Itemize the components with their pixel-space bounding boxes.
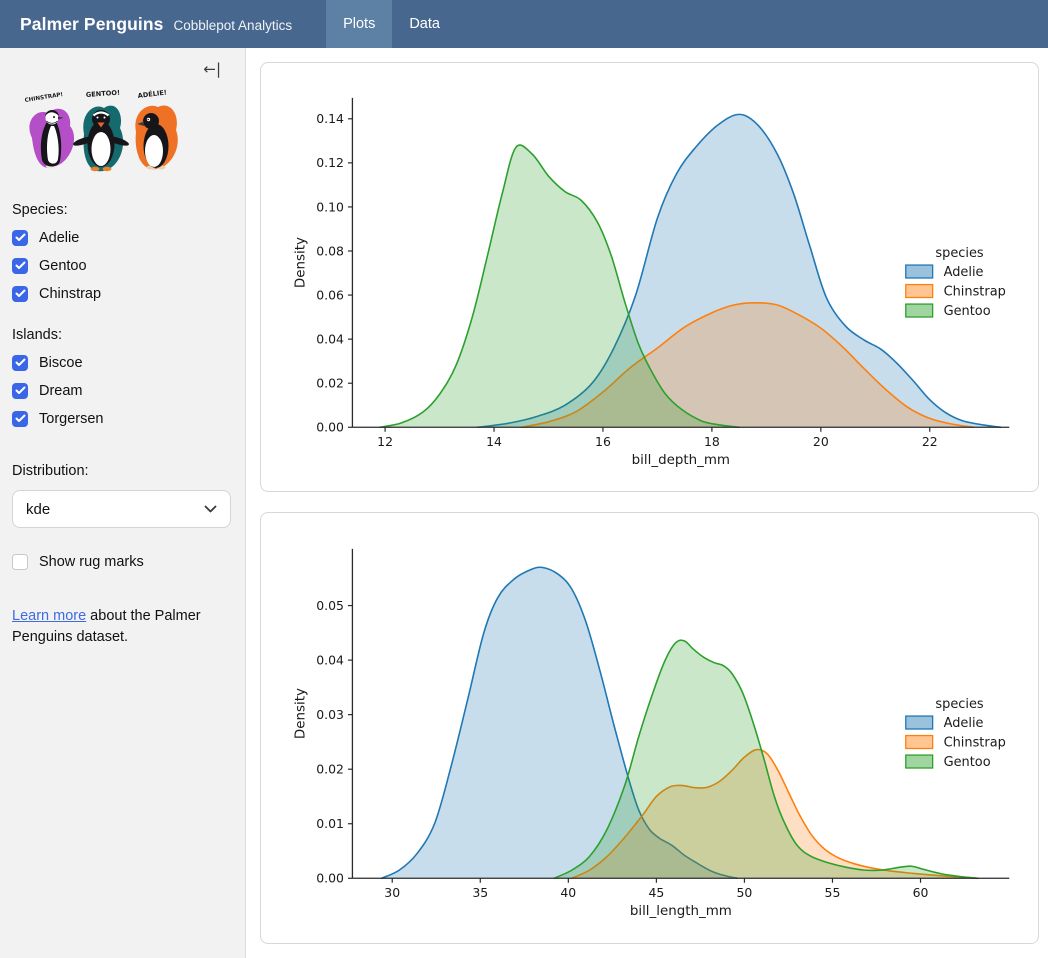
page-layout: ←|	[0, 48, 1048, 958]
checked-checkbox	[12, 383, 28, 399]
checked-checkbox	[12, 230, 28, 246]
svg-text:0.03: 0.03	[316, 707, 344, 722]
svg-text:0.08: 0.08	[316, 243, 344, 258]
brand: Palmer Penguins Cobblepot Analytics	[0, 0, 292, 48]
gentoo-art-label: GENTOO!	[86, 89, 121, 99]
svg-text:bill_depth_mm: bill_depth_mm	[632, 453, 730, 468]
svg-text:18: 18	[704, 434, 720, 449]
svg-text:0.00: 0.00	[316, 420, 344, 435]
checkbox-check-icon	[15, 414, 26, 423]
species-checkbox-adelie[interactable]: Adelie	[12, 229, 231, 246]
svg-text:0.01: 0.01	[316, 816, 344, 831]
collapse-arrow-icon: ←|	[203, 60, 221, 78]
tab-plots[interactable]: Plots	[326, 0, 392, 48]
svg-text:30: 30	[384, 885, 400, 900]
checkbox-label: Gentoo	[39, 258, 87, 274]
svg-text:45: 45	[648, 885, 664, 900]
species-filter-group: Species: Adelie Gentoo Chinstrap	[12, 202, 231, 302]
svg-text:0.04: 0.04	[316, 332, 344, 347]
checkbox-check-icon	[15, 386, 26, 395]
checkbox-check-icon	[15, 233, 26, 242]
species-checkbox-gentoo[interactable]: Gentoo	[12, 257, 231, 274]
species-filter-label: Species:	[12, 202, 231, 218]
svg-text:Adelie: Adelie	[944, 716, 984, 731]
main-content: 0.00 0.02 0.04 0.06 0.08 0.10 0.12 0.14 12 14 16 18…	[246, 48, 1048, 958]
app-subtitle: Cobblepot Analytics	[174, 16, 293, 33]
distribution-group: Distribution: kde	[12, 463, 231, 528]
svg-text:0.00: 0.00	[316, 871, 344, 886]
checkbox-label: Dream	[39, 383, 83, 399]
svg-text:40: 40	[560, 885, 576, 900]
island-checkbox-torgersen[interactable]: Torgersen	[12, 410, 231, 427]
species-checkbox-chinstrap[interactable]: Chinstrap	[12, 285, 231, 302]
gentoo-penguin-drawing	[72, 110, 130, 171]
svg-text:0.06: 0.06	[316, 287, 344, 302]
svg-text:0.14: 0.14	[316, 111, 344, 126]
checkbox-label: Biscoe	[39, 355, 83, 371]
svg-text:60: 60	[913, 885, 929, 900]
svg-text:Gentoo: Gentoo	[944, 755, 991, 770]
bill-depth-chart-card: 0.00 0.02 0.04 0.06 0.08 0.10 0.12 0.14 12 14 16 18…	[260, 62, 1039, 492]
svg-text:Density: Density	[294, 237, 309, 288]
checked-checkbox	[12, 258, 28, 274]
sidebar: ←|	[0, 48, 246, 958]
learn-more-link[interactable]: Learn more	[12, 608, 86, 624]
svg-text:Chinstrap: Chinstrap	[944, 736, 1006, 751]
svg-text:12: 12	[377, 434, 393, 449]
nav-tabs: Plots Data	[326, 0, 457, 48]
checkbox-check-icon	[15, 289, 26, 298]
distribution-select-value: kde	[26, 501, 50, 518]
svg-text:Gentoo: Gentoo	[944, 304, 991, 319]
svg-text:bill_length_mm: bill_length_mm	[630, 904, 732, 919]
svg-text:0.05: 0.05	[316, 598, 344, 613]
svg-text:Density: Density	[294, 688, 309, 739]
checked-checkbox	[12, 355, 28, 371]
island-filter-label: Islands:	[12, 327, 231, 343]
sidebar-collapse-button[interactable]: ←|	[201, 60, 223, 79]
navbar: Palmer Penguins Cobblepot Analytics Plot…	[0, 0, 1048, 48]
svg-text:50: 50	[737, 885, 753, 900]
svg-text:35: 35	[472, 885, 488, 900]
distribution-label: Distribution:	[12, 463, 231, 479]
rug-marks-checkbox[interactable]: Show rug marks	[12, 553, 231, 570]
bill-depth-kde-chart: 0.00 0.02 0.04 0.06 0.08 0.10 0.12 0.14 12 14 16 18…	[261, 68, 1038, 486]
unchecked-checkbox	[12, 554, 28, 570]
tab-data[interactable]: Data	[392, 0, 457, 48]
svg-text:14: 14	[486, 434, 502, 449]
distribution-select[interactable]: kde	[12, 490, 231, 528]
checkbox-label: Show rug marks	[39, 554, 144, 570]
checked-checkbox	[12, 411, 28, 427]
svg-text:55: 55	[825, 885, 841, 900]
checkbox-label: Torgersen	[39, 411, 103, 427]
bill-length-kde-chart: 0.00 0.01 0.02 0.03 0.04 0.05 30 35 40 45 50 55 60 bi…	[261, 519, 1038, 937]
adelie-art-label: ADÉLIE!	[137, 87, 167, 99]
chinstrap-art-label: CHINSTRAP!	[24, 92, 63, 104]
island-filter-group: Islands: Biscoe Dream Torgersen	[12, 327, 231, 427]
island-checkbox-biscoe[interactable]: Biscoe	[12, 354, 231, 371]
chevron-down-icon	[204, 505, 217, 513]
svg-text:Chinstrap: Chinstrap	[944, 285, 1006, 300]
svg-text:0.02: 0.02	[316, 376, 344, 391]
penguins-artwork-image: CHINSTRAP! GENTOO! ADÉLIE!	[10, 86, 192, 178]
checkbox-label: Adelie	[39, 230, 79, 246]
island-checkbox-dream[interactable]: Dream	[12, 382, 231, 399]
svg-text:16: 16	[595, 434, 611, 449]
app-title: Palmer Penguins	[20, 14, 164, 35]
svg-text:0.04: 0.04	[316, 652, 344, 667]
svg-text:0.10: 0.10	[316, 199, 344, 214]
checkbox-label: Chinstrap	[39, 286, 101, 302]
svg-text:20: 20	[813, 434, 829, 449]
checkbox-check-icon	[15, 358, 26, 367]
bill-length-chart-card: 0.00 0.01 0.02 0.03 0.04 0.05 30 35 40 45 50 55 60 bi…	[260, 512, 1039, 944]
svg-text:species: species	[935, 246, 984, 261]
checked-checkbox	[12, 286, 28, 302]
svg-text:0.12: 0.12	[316, 155, 344, 170]
svg-text:0.02: 0.02	[316, 762, 344, 777]
checkbox-check-icon	[15, 261, 26, 270]
svg-text:species: species	[935, 697, 984, 712]
svg-text:22: 22	[922, 434, 938, 449]
dataset-note: Learn more about the Palmer Penguins dat…	[12, 606, 216, 648]
svg-text:Adelie: Adelie	[944, 265, 984, 280]
